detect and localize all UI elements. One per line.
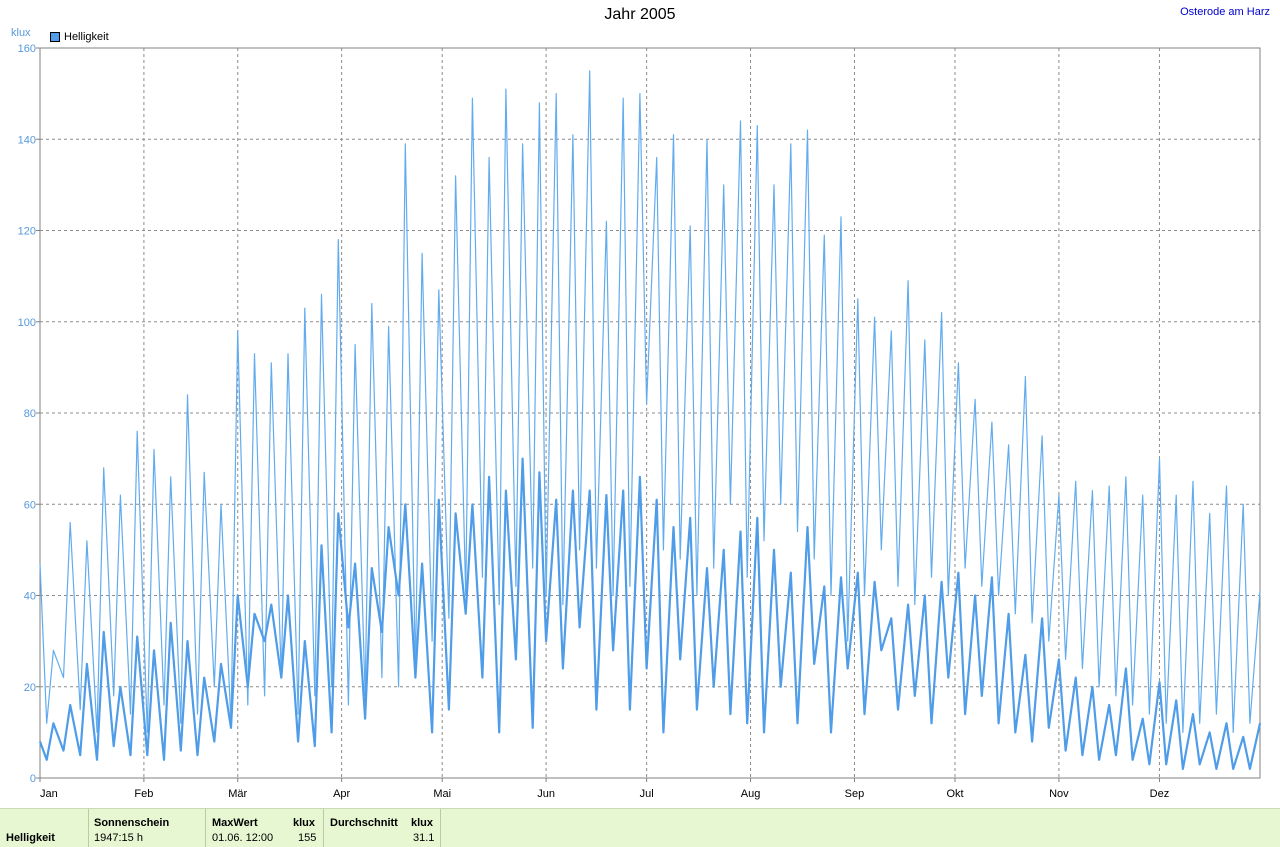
x-tick-label: Okt: [946, 788, 963, 800]
y-tick-label: 140: [18, 134, 36, 146]
y-tick-label: 120: [18, 226, 36, 238]
sonnenschein-value: 1947:15 h: [94, 832, 143, 844]
sonnenschein-header: Sonnenschein: [94, 817, 170, 829]
grid: [40, 48, 1260, 778]
stats-row-label-cell: Helligkeit: [0, 809, 89, 847]
x-tick-label: Jun: [537, 788, 555, 800]
stats-panel: Helligkeit Sonnenschein 1947:15 h MaxWer…: [0, 808, 1280, 847]
maxwert-value: 155: [298, 832, 317, 844]
y-tick-label: 40: [24, 591, 36, 603]
x-tick-label: Jan: [40, 788, 58, 800]
series-line-helligkeit-mean: [38, 457, 1262, 771]
x-tick-label: Jul: [640, 788, 654, 800]
x-tick-label: Nov: [1049, 788, 1069, 800]
y-axis-unit-label: klux: [11, 27, 31, 39]
durchschnitt-unit: klux: [411, 817, 434, 829]
legend-label: Helligkeit: [64, 31, 109, 43]
legend: Helligkeit: [50, 31, 109, 43]
x-tick-label: Feb: [134, 788, 153, 800]
x-axis: Jan Feb Mär Apr Mai Jun Jul Aug Sep Okt Nov Dez: [39, 778, 1170, 800]
maxwert-cell: MaxWert klux 01.06. 12:00 155: [206, 809, 324, 847]
y-tick-label: 100: [18, 317, 36, 329]
y-tick-label: 160: [18, 43, 36, 55]
series-group: [38, 70, 1262, 771]
y-tick-label: 60: [24, 499, 36, 511]
x-tick-label: Dez: [1150, 788, 1170, 800]
durchschnitt-cell: Durchschnitt klux 31.1: [324, 809, 441, 847]
x-tick-label: Mär: [228, 788, 247, 800]
durchschnitt-value: 31.1: [413, 832, 435, 844]
maxwert-time: 01.06. 12:00: [212, 832, 274, 844]
y-axis: 0 20 40 60 80 100 120 140 160: [18, 43, 40, 785]
maxwert-header: MaxWert: [212, 817, 258, 829]
legend-swatch: [50, 32, 60, 42]
series-line-helligkeit-max: [39, 70, 1261, 734]
x-tick-label: Apr: [333, 788, 350, 800]
location-label: Osterode am Harz: [1180, 6, 1270, 18]
x-tick-label: Aug: [741, 788, 761, 800]
maxwert-unit: klux: [293, 817, 316, 829]
durchschnitt-header: Durchschnitt: [330, 817, 398, 829]
x-tick-label: Mai: [433, 788, 451, 800]
chart-title: Jahr 2005: [604, 6, 676, 23]
sonnenschein-cell: Sonnenschein 1947:15 h: [89, 809, 206, 847]
y-tick-label: 20: [24, 682, 36, 694]
stats-row-label: Helligkeit: [6, 832, 55, 844]
chart-svg: 0 20 40 60 80 100 120 140 160 Jan Feb Mär Apr Mai Jun…: [18, 43, 1262, 800]
y-tick-label: 0: [30, 773, 36, 785]
y-tick-label: 80: [24, 408, 36, 420]
x-tick-label: Sep: [845, 788, 865, 800]
